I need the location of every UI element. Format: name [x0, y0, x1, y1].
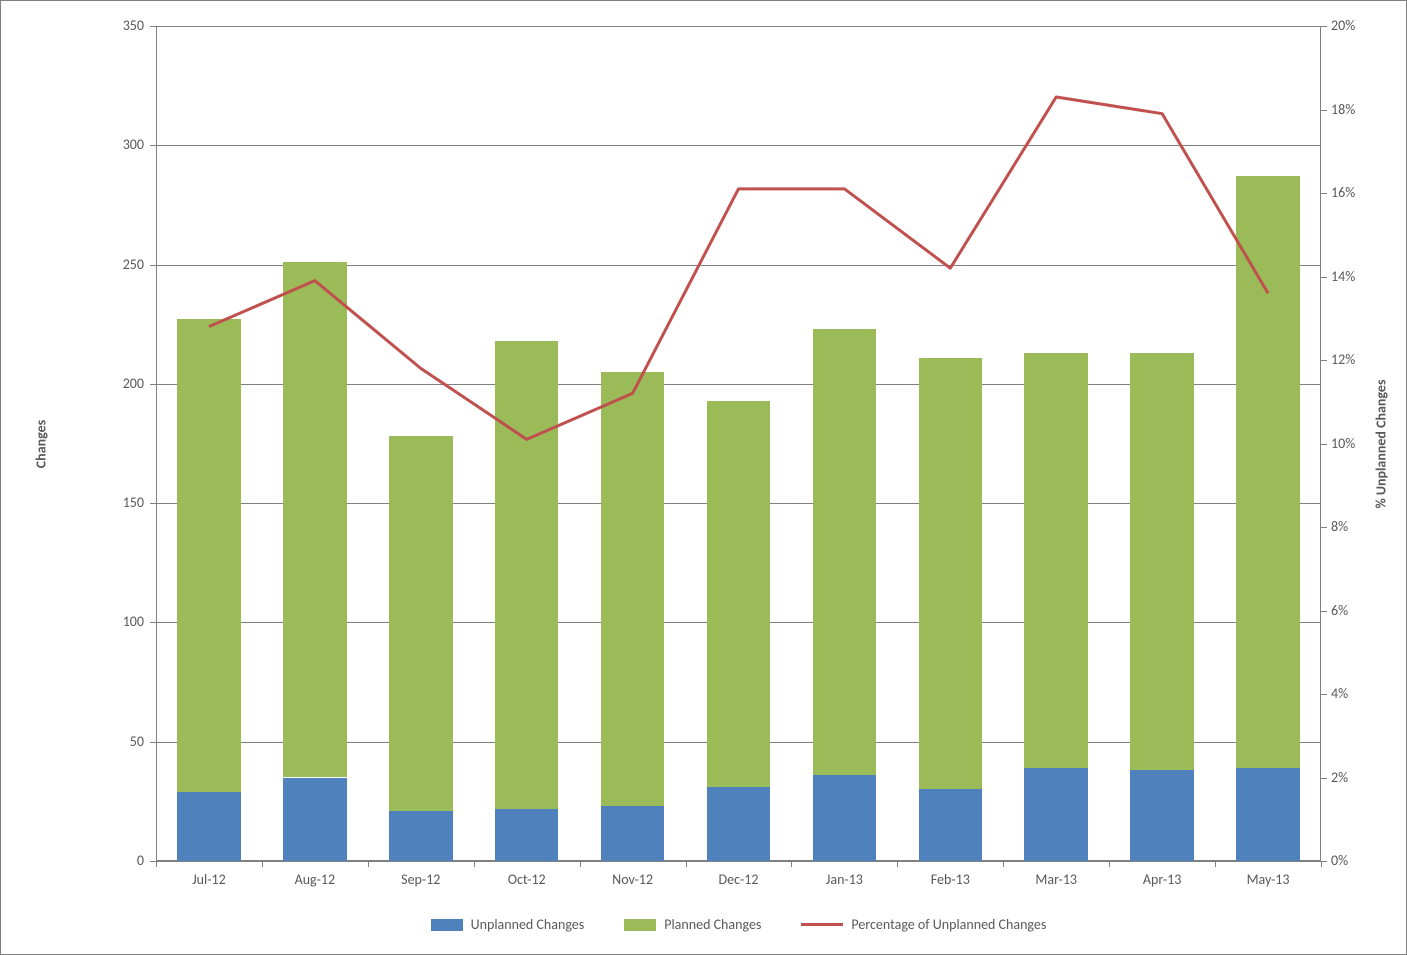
y-left-tick-label: 150 [123, 494, 144, 511]
x-tick-label: May-13 [1247, 871, 1290, 888]
y-left-tick-label: 200 [123, 375, 144, 392]
y-left-tick-mark [150, 503, 156, 504]
x-tick-mark [791, 861, 792, 867]
y-right-tick-label: 12% [1331, 351, 1355, 368]
x-tick-mark [686, 861, 687, 867]
y-left-tick-mark [150, 622, 156, 623]
x-tick-label: Sep-12 [401, 871, 440, 888]
y-left-tick-label: 300 [123, 136, 144, 153]
x-tick-mark [262, 861, 263, 867]
y-right-tick-label: 18% [1331, 101, 1355, 118]
y-left-tick-mark [150, 145, 156, 146]
x-tick-mark [1321, 861, 1322, 867]
y-right-tick-label: 2% [1331, 769, 1348, 786]
legend-label: Percentage of Unplanned Changes [851, 916, 1046, 933]
y-right-tick-mark [1321, 110, 1327, 111]
legend-item: Percentage of Unplanned Changes [801, 916, 1046, 933]
y-left-tick-label: 50 [130, 733, 144, 750]
x-tick-mark [1003, 861, 1004, 867]
legend-item: Planned Changes [624, 916, 761, 933]
legend: Unplanned Changes Planned Changes Percenta… [156, 916, 1321, 933]
legend-swatch [431, 919, 463, 931]
y-right-tick-label: 6% [1331, 602, 1348, 619]
x-tick-mark [156, 861, 157, 867]
y-right-tick-mark [1321, 527, 1327, 528]
x-tick-label: Nov-12 [612, 871, 653, 888]
x-tick-label: Jul-12 [192, 871, 226, 888]
line-series [156, 26, 1321, 861]
y-left-tick-mark [150, 265, 156, 266]
y-left-tick-mark [150, 26, 156, 27]
y-right-tick-mark [1321, 360, 1327, 361]
y-left-tick-label: 250 [123, 256, 144, 273]
chart-frame: Changes % Unplanned Changes Unplanned Ch… [0, 0, 1407, 955]
x-tick-label: Jan-13 [826, 871, 863, 888]
x-tick-label: Aug-12 [295, 871, 336, 888]
y-right-tick-mark [1321, 611, 1327, 612]
y-left-tick-mark [150, 384, 156, 385]
y-axis-right-label: % Unplanned Changes [1373, 379, 1390, 508]
y-right-tick-label: 20% [1331, 17, 1355, 34]
y-right-tick-mark [1321, 778, 1327, 779]
x-tick-label: Feb-13 [931, 871, 970, 888]
legend-label: Planned Changes [664, 916, 761, 933]
legend-label: Unplanned Changes [471, 916, 585, 933]
y-right-tick-mark [1321, 193, 1327, 194]
legend-line-swatch [801, 923, 843, 926]
x-tick-mark [474, 861, 475, 867]
x-tick-mark [580, 861, 581, 867]
x-tick-mark [1215, 861, 1216, 867]
y-right-tick-label: 8% [1331, 518, 1348, 535]
x-tick-label: Dec-12 [719, 871, 759, 888]
y-right-tick-label: 16% [1331, 184, 1355, 201]
y-right-tick-mark [1321, 26, 1327, 27]
x-tick-mark [368, 861, 369, 867]
y-right-tick-label: 10% [1331, 435, 1355, 452]
legend-item: Unplanned Changes [431, 916, 585, 933]
y-left-tick-label: 100 [123, 613, 144, 630]
x-tick-label: Oct-12 [508, 871, 546, 888]
y-right-tick-label: 4% [1331, 685, 1348, 702]
y-right-tick-label: 0% [1331, 852, 1348, 869]
x-tick-mark [897, 861, 898, 867]
y-left-tick-label: 350 [123, 17, 144, 34]
y-axis-left-label: Changes [33, 419, 50, 467]
x-tick-mark [1109, 861, 1110, 867]
y-right-tick-mark [1321, 444, 1327, 445]
legend-swatch [624, 919, 656, 931]
y-right-tick-mark [1321, 277, 1327, 278]
plot-area [156, 26, 1321, 861]
x-tick-label: Mar-13 [1035, 871, 1077, 888]
y-right-tick-mark [1321, 694, 1327, 695]
y-left-tick-label: 0 [137, 852, 144, 869]
y-right-tick-label: 14% [1331, 268, 1355, 285]
gridline [156, 861, 1321, 862]
y-left-tick-mark [150, 742, 156, 743]
x-tick-label: Apr-13 [1143, 871, 1181, 888]
